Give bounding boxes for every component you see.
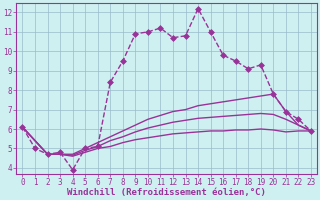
X-axis label: Windchill (Refroidissement éolien,°C): Windchill (Refroidissement éolien,°C) — [67, 188, 266, 197]
